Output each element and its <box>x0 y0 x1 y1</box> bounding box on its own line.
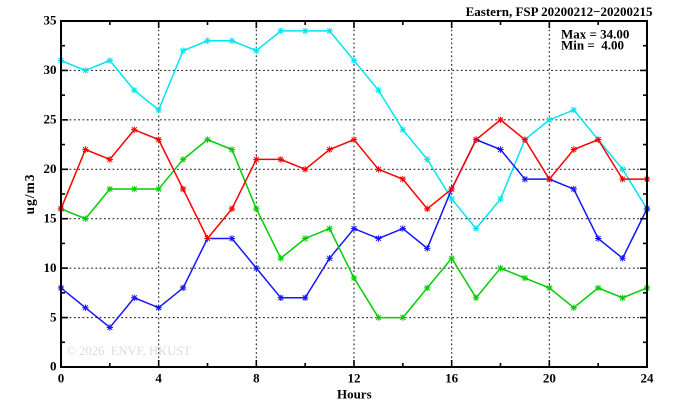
svg-text:4: 4 <box>155 370 162 385</box>
svg-text:15: 15 <box>44 210 58 225</box>
svg-text:Hours: Hours <box>337 386 372 401</box>
svg-text:24: 24 <box>641 370 655 385</box>
svg-text:Max = 34.00: Max = 34.00 <box>561 27 629 42</box>
svg-text:10: 10 <box>44 260 57 275</box>
svg-text:35: 35 <box>44 13 58 28</box>
svg-text:Min = 4.00: Min = 4.00 <box>561 37 624 52</box>
svg-text:20: 20 <box>543 370 556 385</box>
svg-text:30: 30 <box>44 62 57 77</box>
svg-text:16: 16 <box>445 370 459 385</box>
svg-text:8: 8 <box>253 370 260 385</box>
svg-text:0: 0 <box>50 359 57 374</box>
svg-text:5: 5 <box>50 309 57 324</box>
svg-text:0: 0 <box>58 370 65 385</box>
svg-text:25: 25 <box>44 112 58 127</box>
svg-text:ug/m3: ug/m3 <box>22 173 37 214</box>
svg-text:© 2026 ENVF, HKUST: © 2026 ENVF, HKUST <box>67 344 192 358</box>
svg-text:12: 12 <box>348 370 361 385</box>
svg-text:Eastern, FSP 20200212−20200215: Eastern, FSP 20200212−20200215 <box>466 4 653 19</box>
svg-text:20: 20 <box>44 161 57 176</box>
